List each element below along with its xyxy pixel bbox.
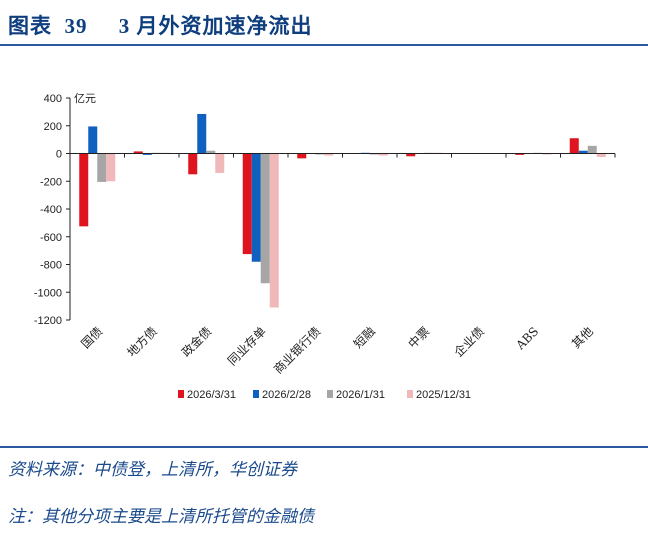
y-tick-label: -1200 [34, 315, 62, 327]
bar-1-10 [569, 138, 579, 154]
x-category-label: 国债 [78, 324, 105, 351]
bar-3-10 [587, 145, 597, 154]
x-category-label: 同业存单 [225, 324, 269, 368]
bar-1-1 [79, 153, 89, 227]
chart-title: 图表 39 3 月外资加速净流出 [8, 14, 313, 38]
legend-label: 2026/3/31 [187, 389, 236, 401]
source-note: 资料来源：中债登，上清所，华创证券 [8, 460, 297, 479]
y-tick-label: -800 [40, 260, 62, 272]
bar-2-10 [578, 150, 588, 154]
bar-3-3 [206, 150, 216, 154]
bar-4-3 [215, 153, 225, 173]
bar-1-7 [406, 153, 416, 157]
footnote: 注：其他分项主要是上清所托管的金融债 [8, 507, 314, 526]
x-category-label: 短融 [351, 324, 378, 351]
bar-4-6 [378, 153, 388, 156]
legend-swatch [407, 390, 413, 398]
bar-2-3 [197, 113, 207, 154]
x-category-label: 商业银行债 [270, 324, 323, 377]
bar-3-1 [97, 153, 107, 182]
bar-2-1 [88, 126, 98, 154]
y-tick-label: -600 [40, 232, 62, 244]
title-rule [0, 44, 648, 46]
bar-4-5 [324, 153, 334, 156]
x-category-label: ABS [513, 324, 542, 353]
bar-4-10 [596, 153, 606, 157]
y-tick-label: 400 [44, 93, 62, 105]
legend-swatch [253, 390, 259, 398]
bar-1-3 [188, 153, 198, 175]
y-tick-label: -400 [40, 204, 62, 216]
legend-swatch [178, 390, 184, 398]
bar-1-4 [242, 153, 252, 255]
y-tick-label: -1000 [34, 287, 62, 299]
y-tick-label: 200 [44, 121, 62, 133]
legend-label: 2025/12/31 [416, 389, 471, 401]
bar-1-9 [515, 153, 525, 155]
bar-4-1 [106, 153, 116, 182]
legend-label: 2026/1/31 [336, 389, 385, 401]
bar-4-4 [269, 153, 279, 308]
bar-2-2 [142, 153, 152, 155]
x-category-label: 地方债 [124, 324, 160, 360]
y-tick-label: -200 [40, 176, 62, 188]
x-category-label: 企业债 [451, 324, 487, 360]
bar-1-5 [297, 153, 307, 159]
x-category-label: 其他 [569, 324, 596, 351]
legend-swatch [327, 390, 333, 398]
bar-3-4 [260, 153, 270, 284]
bar-2-4 [251, 153, 261, 262]
x-category-label: 政金债 [178, 324, 214, 360]
x-category-label: 中票 [405, 324, 433, 352]
y-tick-label: 0 [56, 149, 62, 161]
footer-rule [0, 446, 648, 448]
bar-1-2 [133, 151, 143, 154]
legend-label: 2026/2/28 [262, 389, 311, 401]
y-unit-label: 亿元 [74, 92, 96, 105]
